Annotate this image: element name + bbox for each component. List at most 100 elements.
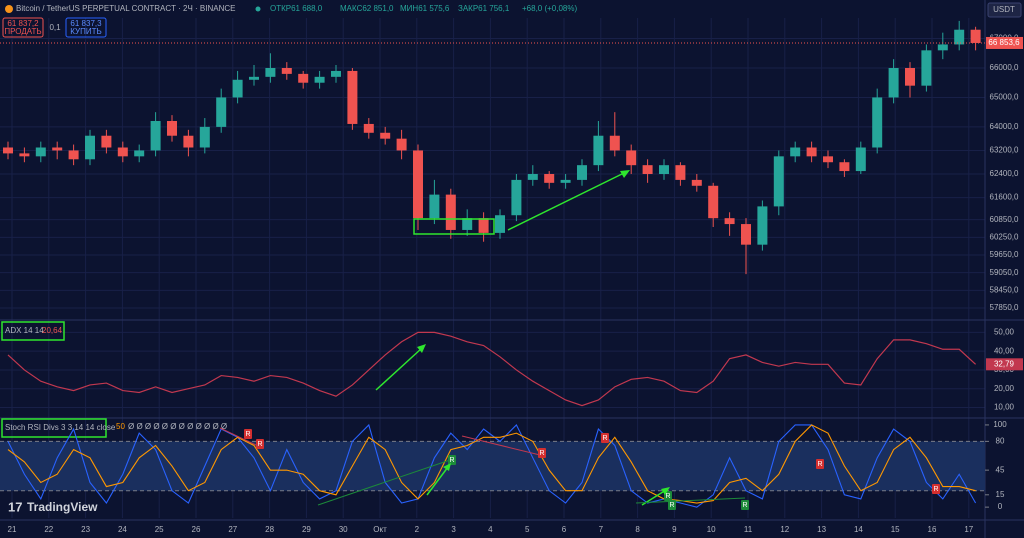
y-tick-label: 59650,0 xyxy=(990,250,1019,259)
y-tick-label: 80 xyxy=(996,436,1005,445)
logo: 17 TradingView xyxy=(8,499,98,514)
candle-body xyxy=(232,79,243,98)
div-marker xyxy=(741,500,749,510)
arrow-head xyxy=(443,463,451,471)
x-tick-label: 4 xyxy=(488,525,493,534)
y-tick-label: 57850,0 xyxy=(990,303,1019,312)
x-tick-label: 23 xyxy=(81,525,90,534)
arrow-head xyxy=(661,487,670,495)
sell-button[interactable] xyxy=(2,17,44,38)
y-tick-label: 59050,0 xyxy=(990,268,1019,277)
candle-body xyxy=(888,67,899,98)
x-tick-label: 6 xyxy=(562,525,567,534)
x-tick-label: 22 xyxy=(44,525,53,534)
x-tick-label: 2 xyxy=(415,525,420,534)
logo-text: TradingView xyxy=(27,500,98,514)
y-tick-label: 62400,0 xyxy=(990,169,1019,178)
marks: 21 22 23 24 25 26 27 28 29 30 Окт 2 3 4 5 6 7 8 9 10 11 12 13 1… xyxy=(0,20,1023,534)
x-tick-label: 24 xyxy=(118,525,127,534)
candle-body xyxy=(216,97,227,127)
candle-body xyxy=(905,67,915,86)
arrow xyxy=(375,347,423,391)
divergence-line xyxy=(219,427,259,447)
x-tick-label: 14 xyxy=(854,525,863,534)
candle-body xyxy=(52,147,63,151)
coin-icon xyxy=(5,5,13,13)
div-marker xyxy=(601,433,609,443)
candle-body xyxy=(35,147,46,157)
x-tick-label: 9 xyxy=(672,525,677,534)
div-label: R xyxy=(742,502,747,509)
candle-body xyxy=(363,123,374,133)
candle-body xyxy=(478,218,489,233)
divergence-line xyxy=(635,497,746,504)
candle-body xyxy=(823,156,833,163)
div-label: R xyxy=(669,502,674,509)
candle-body xyxy=(396,138,407,151)
annotations xyxy=(219,170,746,506)
div-marker xyxy=(668,500,676,510)
x-tick-label: 12 xyxy=(780,525,789,534)
candle-body xyxy=(281,67,292,74)
y-tick-label: 60850,0 xyxy=(990,215,1019,224)
div-marker xyxy=(448,455,456,465)
stoch-param: 50 xyxy=(116,422,125,431)
candle-body xyxy=(298,73,309,83)
candle-body xyxy=(855,147,866,172)
buy-button[interactable] xyxy=(65,17,107,38)
x-tick-label: 5 xyxy=(525,525,530,534)
adx-line xyxy=(7,331,977,407)
y-tick-label: 66000,0 xyxy=(990,63,1019,72)
y-tick-label: 61600,0 xyxy=(990,193,1019,202)
y-tick-label: 40,00 xyxy=(994,346,1015,355)
spread: 0,1 xyxy=(49,23,61,32)
x-tick-label: 30 xyxy=(339,525,348,534)
x-tick-label: 27 xyxy=(228,525,237,534)
x-tick-label: 21 xyxy=(8,525,17,534)
ohlc-open: ОТКР61 688,0 xyxy=(270,4,323,13)
candle-body xyxy=(757,206,768,245)
candle-body xyxy=(199,126,210,148)
x-tick-label: 8 xyxy=(635,525,640,534)
last-value-label: 32,79 xyxy=(994,359,1015,368)
grid xyxy=(0,18,985,518)
stoch-line xyxy=(7,423,977,508)
candle-body xyxy=(413,150,423,219)
x-tick-label: 3 xyxy=(451,525,456,534)
arrow-head xyxy=(620,170,630,178)
last-value-box xyxy=(986,36,1023,49)
adx-value: 20,64 xyxy=(42,326,63,335)
candle-body xyxy=(167,121,177,136)
candle-body xyxy=(741,224,751,245)
currency-button[interactable] xyxy=(987,2,1022,18)
sell-label: ПРОДАТЬ xyxy=(4,27,41,36)
div-label: R xyxy=(665,493,670,500)
y-tick-label: 60250,0 xyxy=(990,232,1019,241)
arrow-head xyxy=(417,344,426,353)
stoch-flags: Ø Ø Ø Ø Ø Ø Ø Ø Ø Ø Ø Ø xyxy=(128,422,227,431)
ohlc-close: ЗАКР61 756,1 xyxy=(458,4,510,13)
x-tick-label: 10 xyxy=(707,525,716,534)
stoch-title: Stoch RSI Divs 3 3 14 14 close xyxy=(5,423,116,432)
adx-title: ADX 14 14 xyxy=(5,326,44,335)
candle-body xyxy=(314,76,325,83)
candle-body xyxy=(527,174,538,180)
stoch-line xyxy=(7,424,976,504)
x-tick-label: 25 xyxy=(155,525,164,534)
x-tick-label: 7 xyxy=(599,525,604,534)
candle-body xyxy=(265,67,276,77)
y-tick-label: 20,00 xyxy=(994,384,1015,393)
candle-body xyxy=(921,50,932,86)
candle-body xyxy=(347,70,358,124)
candle-body xyxy=(462,218,473,230)
y-tick-label: 45 xyxy=(996,465,1005,474)
candle-body xyxy=(445,194,456,230)
y-tick-label: 50,00 xyxy=(994,327,1015,336)
x-tick-label: Окт xyxy=(373,525,387,534)
x-tick-label: 26 xyxy=(192,525,201,534)
candle-body xyxy=(659,165,669,175)
ohlc-high: МАКС62 851,0 xyxy=(340,4,394,13)
candle-body xyxy=(872,97,883,148)
y-tick-label: 15 xyxy=(996,490,1005,499)
candle-body xyxy=(183,135,194,148)
